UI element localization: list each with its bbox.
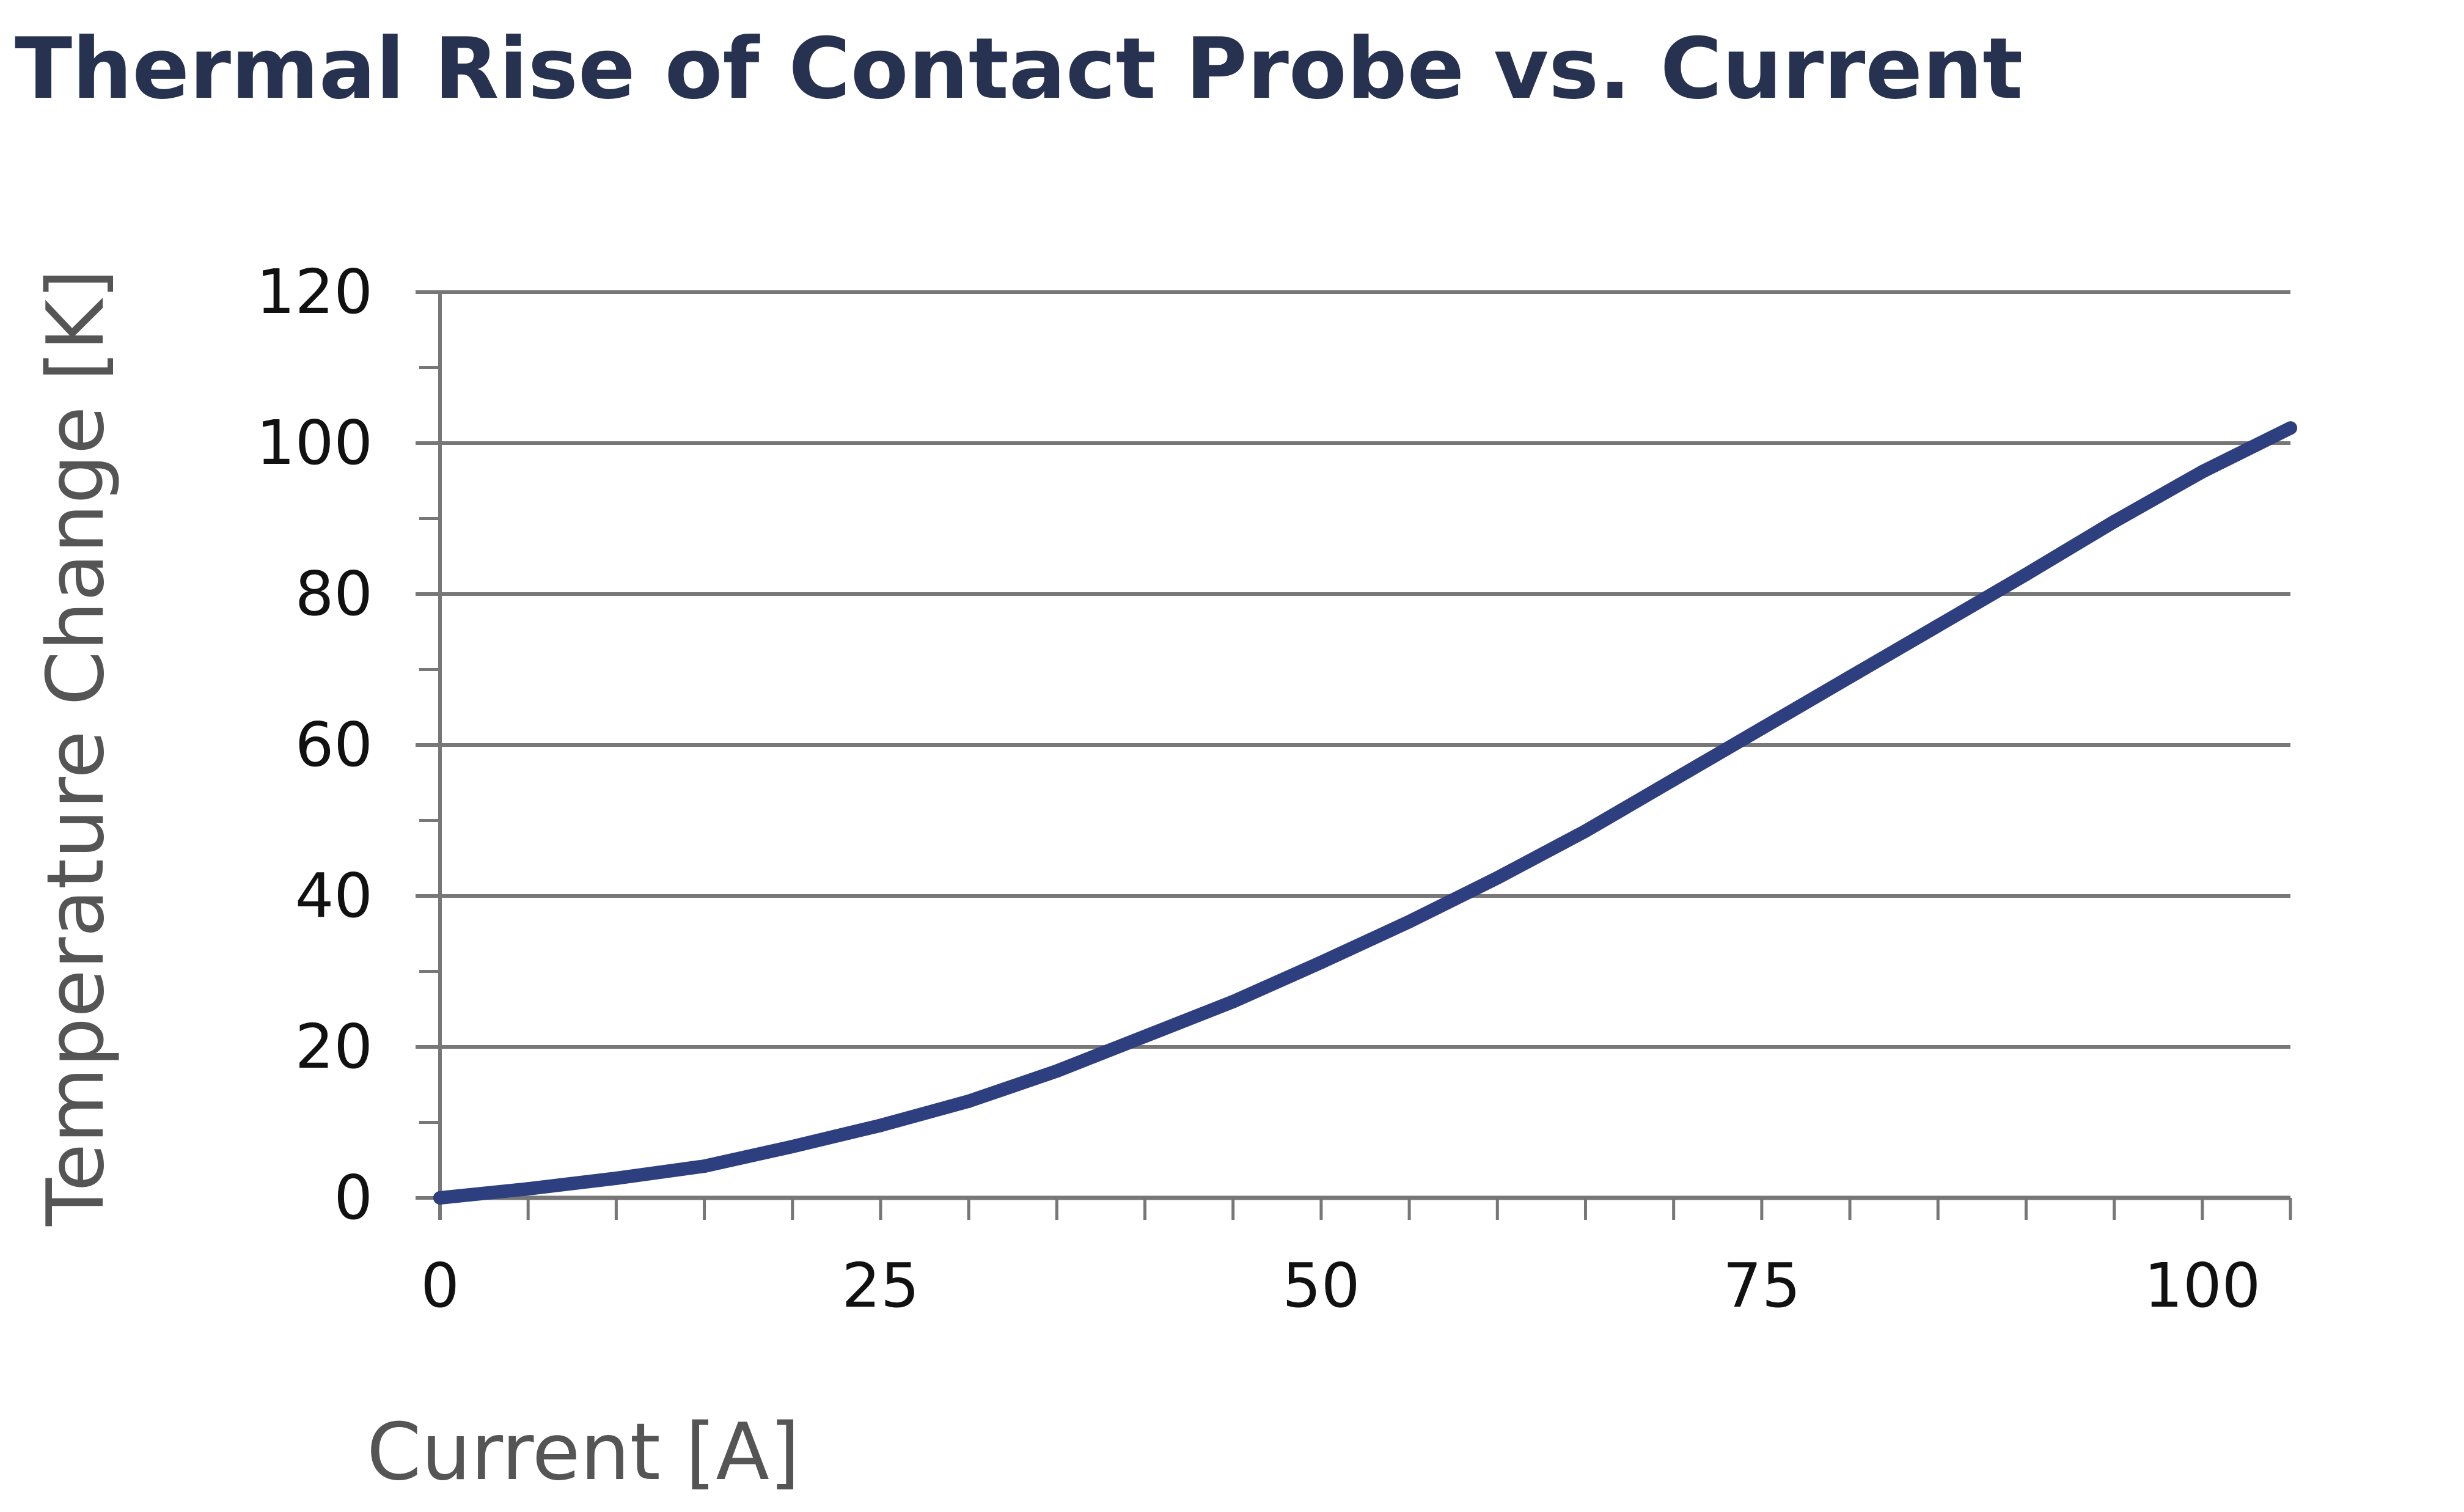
x-tick-label: 100 bbox=[2144, 1250, 2260, 1321]
data-point bbox=[1579, 824, 1593, 838]
data-point bbox=[2107, 515, 2121, 529]
data-point bbox=[785, 1140, 799, 1154]
data-point bbox=[1755, 721, 1769, 735]
data-point bbox=[697, 1159, 711, 1173]
series-line bbox=[433, 421, 2297, 1205]
data-point bbox=[1226, 994, 1240, 1008]
data-point bbox=[2019, 567, 2033, 581]
data-point bbox=[962, 1094, 976, 1108]
data-point bbox=[1138, 1029, 1152, 1043]
y-tick-label: 120 bbox=[256, 256, 373, 328]
data-point bbox=[609, 1171, 623, 1185]
data-point bbox=[1667, 773, 1681, 787]
x-tick-label: 25 bbox=[842, 1250, 919, 1321]
tick-marks bbox=[419, 366, 2292, 1220]
x-tick-label: 0 bbox=[420, 1250, 460, 1321]
axes bbox=[438, 292, 2290, 1220]
data-point bbox=[1314, 955, 1328, 969]
gridlines bbox=[416, 290, 2290, 1200]
y-tick-label: 100 bbox=[256, 407, 373, 479]
tick-labels: 0 20 40 60 80 100 120 0 25 50 75 100 bbox=[256, 256, 2260, 1321]
y-tick-label: 0 bbox=[334, 1162, 373, 1233]
x-tick-label: 50 bbox=[1282, 1250, 1360, 1321]
y-tick-label: 60 bbox=[295, 709, 373, 780]
data-point bbox=[1491, 871, 1505, 885]
chart-title: Thermal Rise of Contact Probe vs. Curren… bbox=[15, 20, 2023, 118]
y-axis-label: Temperature Change [K] bbox=[31, 269, 122, 1227]
data-point bbox=[1050, 1064, 1064, 1078]
data-point bbox=[873, 1118, 887, 1132]
y-tick-label: 20 bbox=[295, 1011, 373, 1082]
x-axis-label: Current [A] bbox=[367, 1407, 800, 1498]
x-tick-label: 75 bbox=[1723, 1250, 1800, 1321]
data-point bbox=[2195, 464, 2209, 479]
y-tick-label: 80 bbox=[295, 558, 373, 629]
data-point bbox=[433, 1191, 447, 1205]
series-layer bbox=[433, 421, 2297, 1205]
data-point bbox=[1402, 914, 1417, 928]
data-point bbox=[2284, 421, 2297, 435]
data-point bbox=[1931, 618, 1945, 633]
data-point bbox=[1843, 670, 1857, 684]
y-tick-label: 40 bbox=[295, 860, 373, 931]
data-point bbox=[521, 1182, 535, 1196]
